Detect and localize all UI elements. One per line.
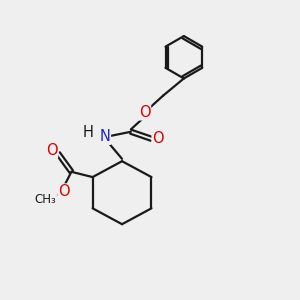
- Text: O: O: [152, 131, 164, 146]
- Text: CH₃: CH₃: [34, 193, 56, 206]
- Text: O: O: [58, 184, 70, 199]
- Text: O: O: [139, 105, 151, 120]
- Text: H: H: [83, 125, 94, 140]
- Text: N: N: [100, 129, 110, 144]
- Text: O: O: [46, 143, 58, 158]
